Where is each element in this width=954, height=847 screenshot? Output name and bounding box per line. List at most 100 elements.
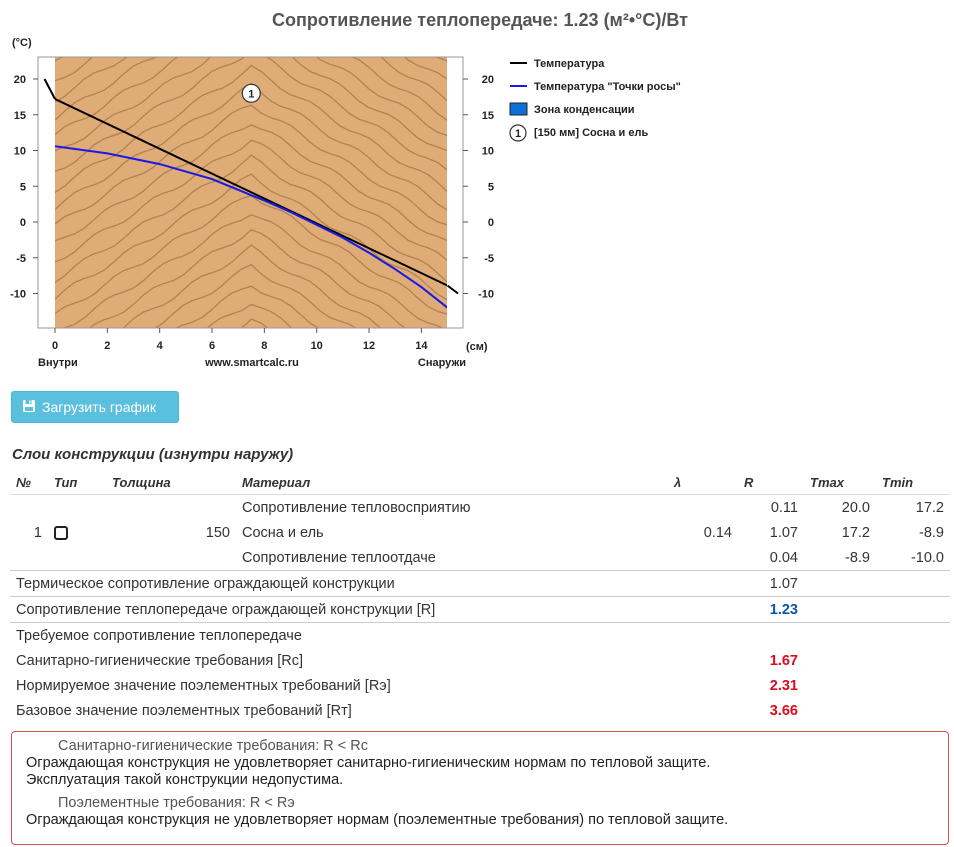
material-cell: Сосна и ель xyxy=(242,524,324,541)
requirement-row: Санитарно-гигиенические требования [Rс] … xyxy=(10,648,950,673)
layer-marker xyxy=(241,83,261,103)
header-num: № xyxy=(10,470,48,495)
wood-grain-line xyxy=(240,318,269,328)
y-tick-label: 10 xyxy=(14,146,26,158)
wood-grain-line xyxy=(206,303,293,328)
sanitary-alert-title: Санитарно-гигиенические требования: R < … xyxy=(58,738,368,754)
heat-transfer-resistance-row: Сопротивление теплопередаче ограждающей … xyxy=(10,596,950,623)
download-chart-button[interactable]: Загрузить график xyxy=(11,391,179,423)
temperature-line-inner-end xyxy=(43,78,56,100)
r-cell: 0.04 xyxy=(769,549,798,566)
x-tick-label: 8 xyxy=(261,340,267,352)
wood-grain-line xyxy=(55,154,447,284)
y-tick-label-right: -10 xyxy=(478,289,494,301)
layer-type-icon[interactable] xyxy=(54,525,68,540)
wood-grain-line xyxy=(55,124,447,242)
chart-title: Сопротивление теплопередаче: 1.23 (м²•°С… xyxy=(272,10,688,30)
legend-box-swatch xyxy=(509,102,528,116)
wood-grain-line xyxy=(55,104,447,226)
watermark-label: www.smartcalc.ru xyxy=(204,357,299,369)
wood-grain-line xyxy=(122,244,382,328)
requirement-label: Санитарно-гигиенические требования [Rс] xyxy=(16,652,304,669)
legend-marker-number: 1 xyxy=(515,128,521,140)
wood-grain-line xyxy=(55,57,447,103)
wood-grain-line xyxy=(55,57,447,62)
table-header-row: № Тип Толщина Материал λ R Tmax Tmin xyxy=(10,470,950,495)
legend-entry: Температура xyxy=(534,58,605,70)
legend-marker-swatch xyxy=(509,124,527,142)
layers-table: № Тип Толщина Материал λ R Tmax Tmin Соп… xyxy=(10,470,950,723)
y-tick-label-right: 15 xyxy=(482,110,494,122)
wood-grain-line xyxy=(55,57,447,137)
heat-transfer-resistance-label: Сопротивление теплопередаче ограждающей … xyxy=(10,596,738,623)
requirement-label: Базовое значение поэлементных требований… xyxy=(16,702,352,719)
lambda-cell: 0.14 xyxy=(703,524,732,541)
header-material: Материал xyxy=(236,470,668,495)
tmax-cell: 17.2 xyxy=(841,524,870,541)
x-tick-label: 10 xyxy=(311,340,323,352)
heat-transfer-resistance-value: 1.23 xyxy=(738,596,804,623)
x-tick-label: 0 xyxy=(52,340,58,352)
wood-grain-line xyxy=(55,57,447,152)
y-tick-label: -10 xyxy=(10,289,26,301)
thermal-resistance-value: 1.07 xyxy=(738,570,804,597)
outside-label: Снаружи xyxy=(418,357,466,369)
requirements-alert: Санитарно-гигиенические требования: R < … xyxy=(11,731,949,845)
x-tick-label: 6 xyxy=(209,340,215,352)
sanitary-alert-line: Эксплуатация такой конструкции недопусти… xyxy=(26,772,344,788)
y-tick-label: 15 xyxy=(14,110,26,122)
tmax-cell: -8.9 xyxy=(845,549,870,566)
y-tick-label-right: 0 xyxy=(488,217,494,229)
y-tick-label: 5 xyxy=(20,181,26,193)
y-tick-label: 0 xyxy=(20,217,26,229)
requirement-row: Базовое значение поэлементных требований… xyxy=(10,698,950,723)
requirement-row: Нормируемое значение поэлементных требов… xyxy=(10,673,950,698)
layer-number: 1 xyxy=(33,524,42,541)
header-type: Тип xyxy=(48,470,106,495)
table-row[interactable]: 1 150 Сосна и ель 0.14 1.07 17.2 -8.9 xyxy=(10,520,950,545)
wood-grain-line xyxy=(55,64,447,193)
r-cell: 0.11 xyxy=(770,499,798,516)
material-cell: Сопротивление тепловосприятию xyxy=(242,499,471,516)
wood-grain-line xyxy=(154,263,357,328)
wood-grain-line xyxy=(55,82,447,211)
dew-point-line xyxy=(55,145,447,309)
y-tick-label-right: 20 xyxy=(482,74,494,86)
requirement-value: 2.31 xyxy=(769,677,798,694)
header-tmin: Tmin xyxy=(876,470,950,495)
requirement-label: Нормируемое значение поэлементных требов… xyxy=(16,677,391,694)
wood-grain-line xyxy=(62,214,444,328)
legend-entry: [150 мм] Сосна и ель xyxy=(534,127,648,139)
x-tick-label: 12 xyxy=(363,340,375,352)
requirement-value: 1.67 xyxy=(769,652,798,669)
required-title: Требуемое сопротивление теплопередаче xyxy=(16,627,302,644)
x-unit-label: (см) xyxy=(466,341,488,353)
element-alert-line: Ограждающая конструкция не удовлетворяет… xyxy=(26,812,729,828)
tmin-cell: -10.0 xyxy=(910,549,944,566)
tmax-cell: 20.0 xyxy=(841,499,870,516)
y-tick-label-right: 5 xyxy=(488,181,494,193)
element-alert-title: Поэлементные требования: R < Rэ xyxy=(58,795,295,811)
download-chart-label: Загрузить график xyxy=(42,399,156,415)
layer-marker-label: 1 xyxy=(248,88,254,100)
temperature-line-outer-end xyxy=(446,284,459,295)
y-tick-label-right: 10 xyxy=(482,146,494,158)
required-title-row: Требуемое сопротивление теплопередаче xyxy=(10,623,950,649)
r-cell: 1.07 xyxy=(769,524,798,541)
table-row: Сопротивление теплоотдаче 0.04 -8.9 -10.… xyxy=(10,545,950,571)
requirement-value: 3.66 xyxy=(769,702,798,719)
x-tick-label: 2 xyxy=(104,340,110,352)
tmin-cell: -8.9 xyxy=(919,524,944,541)
wood-grain-line xyxy=(55,57,447,172)
header-thickness: Толщина xyxy=(106,470,236,495)
temperature-chart: 20 20 15 15 10 10 5 5 0 0 -5 -5 -10 -10 (°С) 0 2 4 6 8 10 12 1… xyxy=(10,37,681,375)
header-r: R xyxy=(738,470,804,495)
x-tick-label: 14 xyxy=(415,340,428,352)
legend-entry: Зона конденсации xyxy=(534,104,635,116)
material-cell: Сопротивление теплоотдаче xyxy=(242,549,436,566)
x-tick-label: 4 xyxy=(157,340,164,352)
wood-grain-line xyxy=(55,335,448,375)
thermal-resistance-row: Термическое сопротивление ограждающей ко… xyxy=(10,570,950,597)
sanitary-alert-line: Ограждающая конструкция не удовлетворяет… xyxy=(26,755,711,771)
y-tick-label: -5 xyxy=(16,253,26,265)
